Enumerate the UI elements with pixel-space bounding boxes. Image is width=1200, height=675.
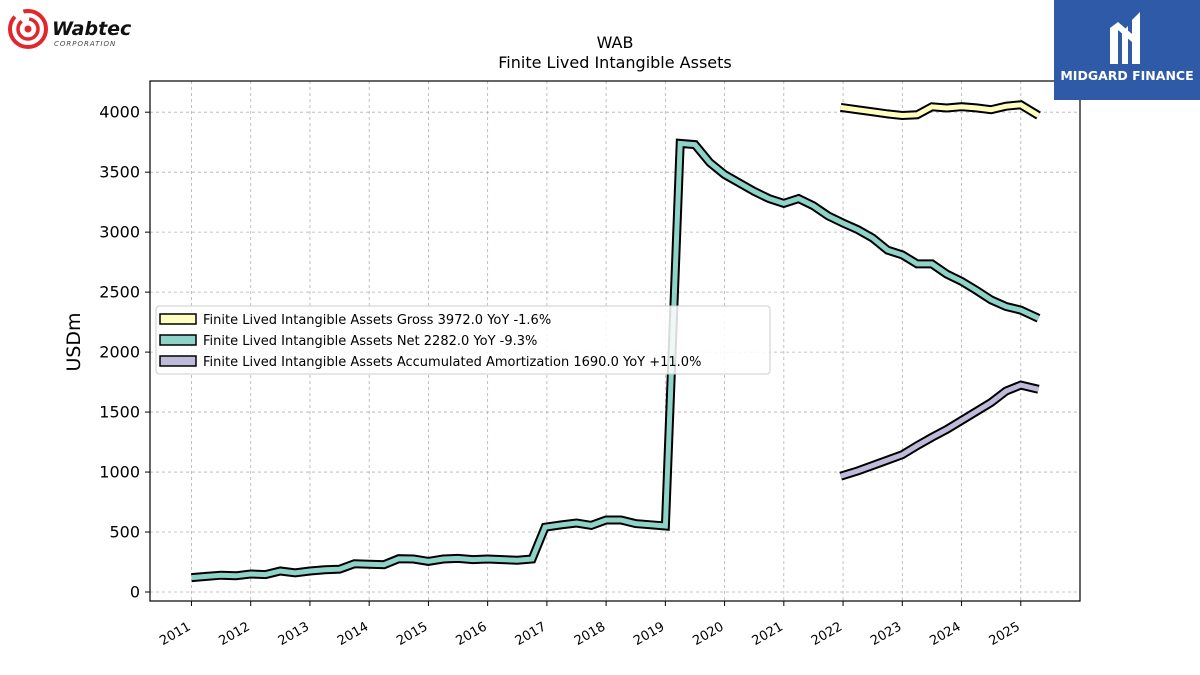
y-tick-label: 1000 (99, 463, 140, 482)
y-tick-label: 0 (130, 583, 140, 602)
wabtec-brand-tagline: CORPORATION (54, 40, 116, 48)
x-axis: 2011 2012 2013 2014 2015 2016 2017 2018 2019 2020… (157, 601, 1023, 649)
legend-swatch (159, 334, 197, 346)
x-tick-label: 2019 (631, 619, 667, 649)
series-line-1 (191, 140, 1040, 581)
legend-box (155, 305, 771, 375)
midgard-brand-name: MIDGARD FINANCE (1060, 68, 1194, 83)
x-tick-label: 2020 (690, 619, 726, 649)
legend-swatch (159, 313, 197, 325)
chart-title: WAB (597, 33, 634, 52)
x-tick-label: 2011 (157, 619, 193, 649)
series-line-2 (839, 382, 1040, 479)
series-line-0 (840, 102, 1040, 119)
x-tick-label: 2025 (987, 619, 1023, 649)
wabtec-brand-name: Wabtec (52, 18, 132, 40)
x-tick-label: 2013 (276, 619, 312, 649)
x-tick-label: 2021 (750, 619, 786, 649)
legend-swatch (159, 355, 197, 367)
y-axis: 0 500 1000 1500 2000 2500 3000 3500 4000 (99, 103, 150, 602)
x-tick-label: 2023 (868, 619, 904, 649)
chart-subtitle: Finite Lived Intangible Assets (498, 53, 731, 72)
x-tick-label: 2012 (217, 619, 253, 649)
midgard-finance-logo: MIDGARD FINANCE (1054, 0, 1200, 100)
x-tick-label: 2015 (394, 619, 430, 649)
wabtec-swirl-icon (8, 9, 48, 49)
legend-label: Finite Lived Intangible Assets Gross 397… (203, 313, 551, 328)
plot-frame (149, 80, 1081, 602)
legend-label: Finite Lived Intangible Assets Accumulat… (203, 355, 701, 370)
x-tick-label: 2017 (513, 619, 549, 649)
y-axis-label: USDm (63, 312, 85, 371)
wabtec-logo: Wabtec CORPORATION (6, 6, 146, 52)
y-tick-label: 4000 (99, 103, 140, 122)
y-tick-label: 1500 (99, 403, 140, 422)
x-tick-label: 2016 (453, 619, 489, 649)
x-tick-label: 2014 (335, 619, 371, 649)
midgard-m-icon (1110, 12, 1140, 64)
y-tick-label: 2000 (99, 343, 140, 362)
y-tick-label: 3500 (99, 163, 140, 182)
x-tick-label: 2022 (809, 619, 845, 649)
y-tick-label: 2500 (99, 283, 140, 302)
legend: Finite Lived Intangible Assets Gross 397… (155, 305, 771, 375)
x-tick-label: 2018 (572, 619, 608, 649)
legend-label: Finite Lived Intangible Assets Net 2282.… (203, 334, 537, 349)
y-tick-label: 3000 (99, 223, 140, 242)
x-tick-label: 2024 (927, 619, 963, 649)
series-layer (191, 100, 1041, 583)
y-tick-label: 500 (109, 523, 140, 542)
